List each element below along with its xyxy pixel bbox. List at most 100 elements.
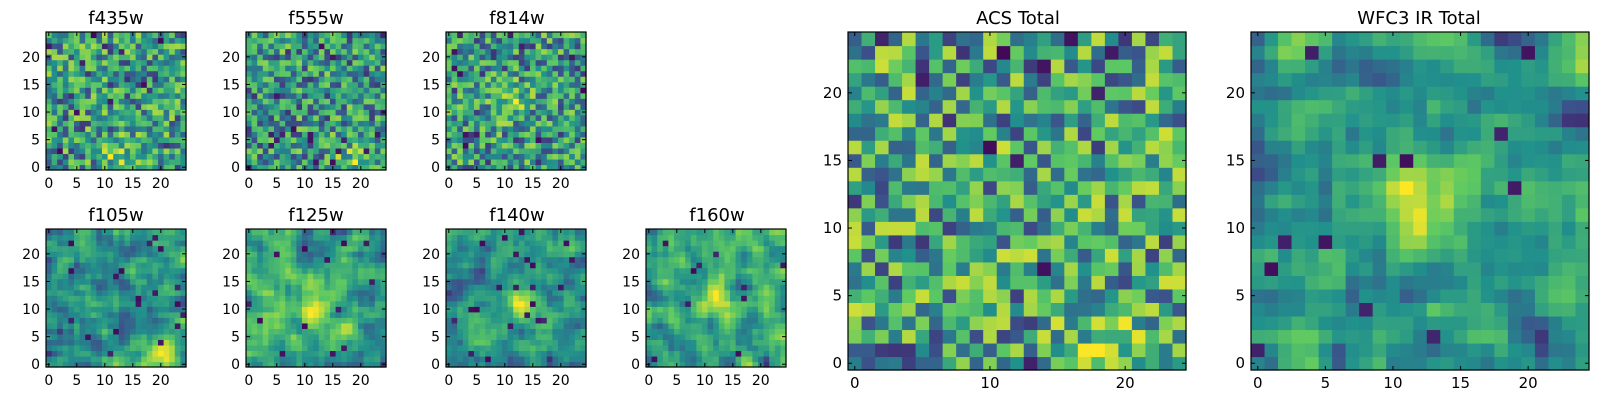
heatmap-cell	[485, 284, 492, 291]
heatmap-cell	[124, 355, 131, 363]
heatmap-cell	[85, 306, 92, 313]
heatmap-cell	[146, 240, 153, 247]
heatmap-cell	[507, 92, 514, 99]
heatmap-cell	[352, 267, 359, 274]
heatmap-cell	[369, 256, 376, 263]
heatmap-cell	[741, 234, 748, 241]
heatmap-cell	[352, 158, 359, 166]
heatmap-cell	[702, 278, 709, 285]
heatmap-cell	[118, 153, 125, 160]
heatmap-cell	[541, 98, 548, 105]
heatmap-cell	[462, 76, 469, 83]
heatmap-cell	[290, 136, 297, 143]
heatmap-cell	[541, 295, 548, 302]
heatmap-cell	[107, 54, 114, 61]
heatmap-cell	[68, 295, 75, 302]
heatmap-cell	[580, 262, 587, 269]
heatmap-cell	[246, 37, 253, 44]
y-tick-label: 0	[31, 357, 40, 373]
heatmap-cell	[735, 328, 742, 335]
heatmap-cell	[74, 142, 81, 149]
heatmap-cell	[730, 245, 737, 252]
x-tick-label: 20	[152, 176, 170, 192]
heatmap-cell	[674, 256, 681, 263]
heatmap-cell	[152, 32, 159, 39]
heatmap-cell	[502, 273, 509, 280]
heatmap-cell	[274, 328, 281, 335]
heatmap-cell	[468, 339, 475, 346]
heatmap-cell	[479, 43, 486, 50]
heatmap-cell	[180, 234, 187, 241]
heatmap-cell	[146, 147, 153, 155]
heatmap-cell	[524, 322, 531, 329]
heatmap-cell	[152, 142, 159, 149]
heatmap-cell	[341, 355, 348, 363]
heatmap-cell	[330, 322, 337, 329]
heatmap-cell	[668, 251, 675, 258]
heatmap-cell	[758, 262, 765, 269]
heatmap-cell	[363, 289, 370, 296]
heatmap-cell	[74, 245, 81, 252]
heatmap-cell	[552, 103, 559, 110]
heatmap-cell	[135, 251, 142, 258]
heatmap-cell	[674, 267, 681, 274]
heatmap-cell	[507, 136, 514, 143]
heatmap-cell	[513, 339, 520, 346]
heatmap-cell	[352, 284, 359, 291]
heatmap-cell	[996, 302, 1011, 317]
heatmap-cell	[580, 350, 587, 357]
heatmap-cell	[346, 300, 353, 307]
heatmap-cell	[535, 54, 542, 61]
heatmap-cell	[152, 300, 159, 307]
heatmap-cell	[530, 262, 537, 269]
heatmap-cell	[57, 32, 64, 39]
heatmap-cell	[85, 125, 92, 132]
heatmap-cell	[352, 136, 359, 143]
heatmap-cell	[580, 284, 587, 291]
heatmap-cell	[330, 54, 337, 61]
heatmap-cell	[57, 98, 64, 105]
heatmap-cell	[313, 114, 320, 121]
heatmap-cell	[324, 300, 331, 307]
heatmap-cell	[163, 278, 170, 285]
heatmap-cell	[74, 322, 81, 329]
x-tick-label: 5	[472, 176, 481, 192]
heatmap-cell	[268, 114, 275, 121]
heatmap-cell	[107, 59, 114, 66]
heatmap-cell	[330, 328, 337, 335]
heatmap-cell	[546, 328, 553, 335]
heatmap-cell	[474, 267, 481, 274]
heatmap-cell	[380, 262, 387, 269]
heatmap-cell	[462, 306, 469, 313]
heatmap-cell	[1050, 221, 1065, 236]
heatmap-cell	[141, 322, 148, 329]
heatmap-cell	[485, 37, 492, 44]
heatmap-cell	[462, 32, 469, 39]
heatmap-cell	[490, 322, 497, 329]
heatmap-cell	[752, 344, 759, 352]
heatmap-cell	[513, 229, 520, 236]
heatmap-cell	[563, 339, 570, 346]
heatmap-cell	[135, 328, 142, 335]
heatmap-cell	[130, 273, 137, 280]
y-tick-label: 5	[431, 330, 440, 346]
heatmap-cell	[279, 240, 286, 247]
x-tick-label: 15	[124, 176, 142, 192]
heatmap-cell	[335, 136, 342, 143]
heatmap-cell	[85, 344, 92, 352]
heatmap-cell	[296, 158, 303, 166]
heatmap-cell	[274, 147, 281, 155]
heatmap-cell	[468, 322, 475, 329]
heatmap-cell	[358, 131, 365, 138]
heatmap-cell	[513, 164, 520, 171]
heatmap-cell	[346, 59, 353, 66]
heatmap-cell	[507, 70, 514, 77]
heatmap-cell	[657, 311, 664, 318]
heatmap-cell	[474, 251, 481, 258]
heatmap-cell	[90, 48, 97, 55]
heatmap-cell	[662, 245, 669, 252]
heatmap-cell	[530, 92, 537, 99]
heatmap-cell	[580, 256, 587, 263]
heatmap-cell	[79, 344, 86, 352]
heatmap-cell	[262, 251, 269, 258]
